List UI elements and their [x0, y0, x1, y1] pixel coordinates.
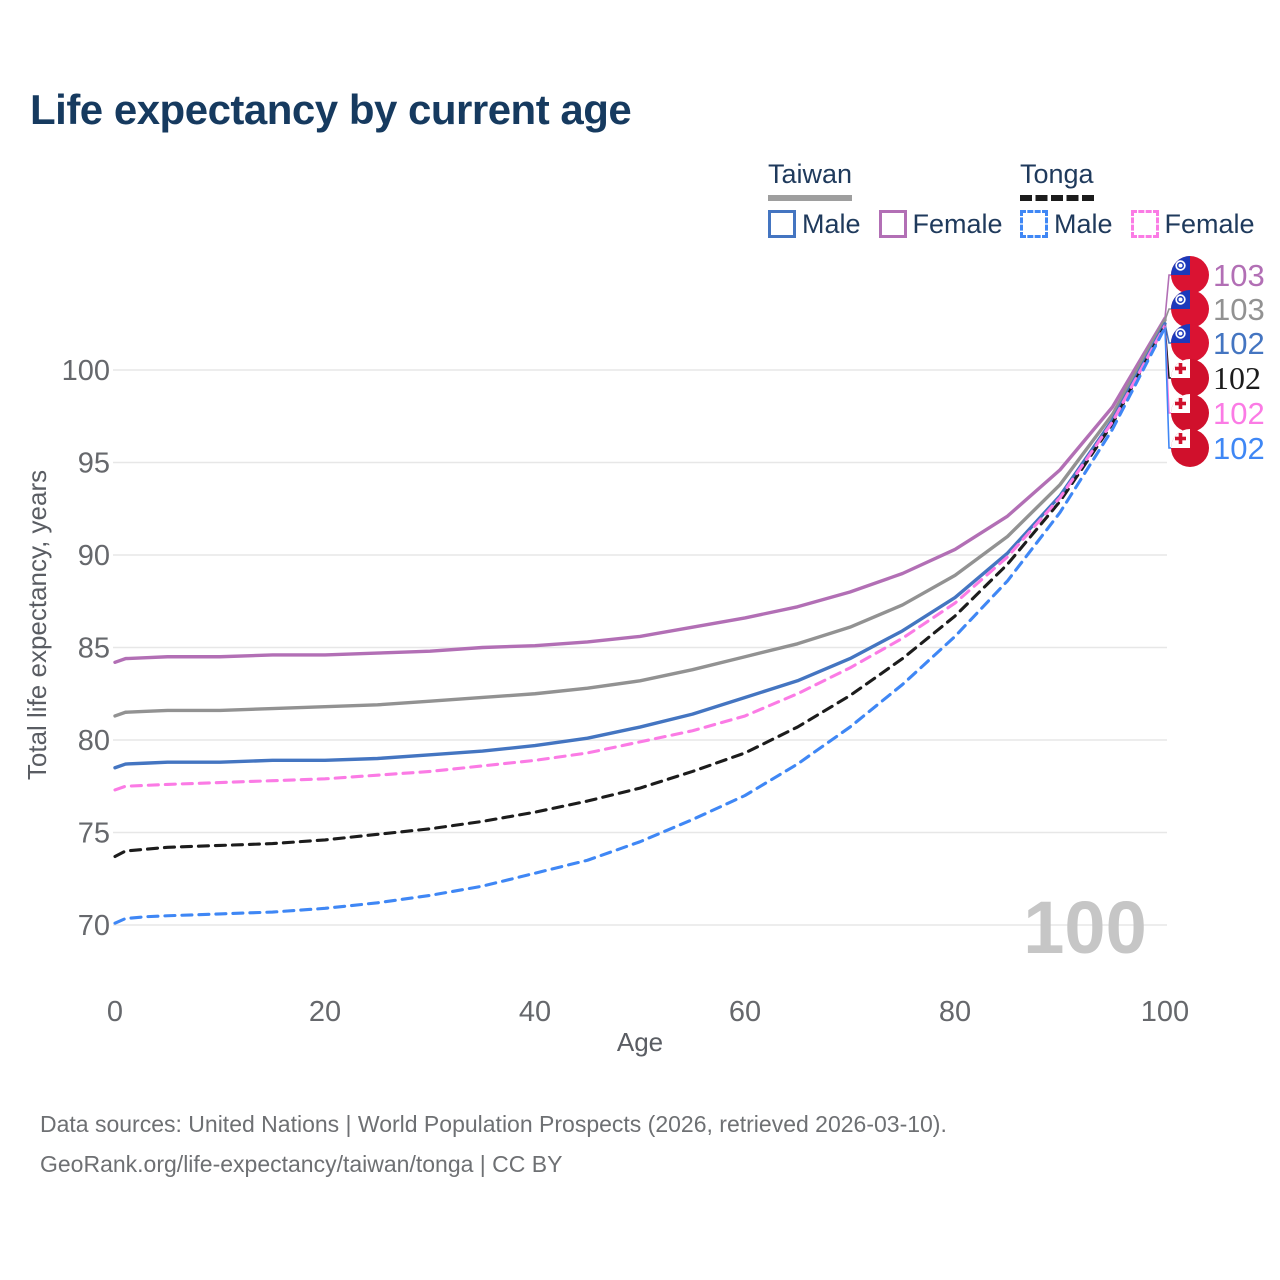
page-title: Life expectancy by current age — [30, 86, 632, 133]
x-tick-label-60: 60 — [729, 996, 761, 1028]
end-label-leader-taiwan-both-sexes — [1164, 308, 1171, 321]
legend-label-tonga-male: Male — [1054, 208, 1113, 239]
legend-label-taiwan-female: Female — [912, 208, 1003, 239]
end-label-tonga-female: 102 — [1213, 396, 1265, 431]
end-label-tonga-both-sexes: 102 — [1213, 360, 1261, 396]
legend-item-tonga-female[interactable]: Female — [1130, 208, 1255, 240]
tonga-flag-icon — [1171, 359, 1209, 397]
legend-item-taiwan-male[interactable]: Male — [768, 209, 861, 240]
y-axis-title: Total life expectancy, years — [22, 470, 52, 780]
end-label-taiwan-both-sexes: 103 — [1213, 292, 1265, 327]
series-line-tonga-female — [113, 324, 1167, 792]
taiwan-flag-icon — [1171, 256, 1209, 294]
tonga-flag-icon — [1171, 429, 1209, 467]
x-tick-label-80: 80 — [939, 996, 971, 1028]
end-label-leader-taiwan-male — [1164, 323, 1171, 344]
legend-group-tonga: Tonga Male Female — [1020, 159, 1255, 240]
taiwan-female-line-swatch — [878, 210, 907, 239]
y-tick-label-100: 100 — [62, 355, 110, 387]
footer: Data sources: United Nations | World Pop… — [40, 1104, 947, 1184]
legend-title-tonga[interactable]: Tonga — [1020, 159, 1094, 201]
series-line-taiwan-female — [113, 316, 1167, 664]
x-tick-label-100: 100 — [1141, 996, 1189, 1028]
tonga-male-line-swatch — [1020, 210, 1048, 239]
taiwan-male-line-swatch — [768, 210, 796, 239]
legend-label-tonga-female: Female — [1164, 208, 1255, 239]
end-label-tonga-male: 102 — [1213, 431, 1265, 466]
x-axis-title: Age — [617, 1027, 663, 1057]
end-label-taiwan-female: 103 — [1213, 258, 1265, 293]
legend-items-tonga: Male Female — [1020, 209, 1255, 240]
y-tick-label-95: 95 — [78, 448, 110, 480]
legend-group-taiwan: Taiwan Male Female — [768, 159, 1003, 240]
end-label-leader-tonga-male — [1164, 327, 1171, 449]
footer-data-sources: Data sources: United Nations | World Pop… — [40, 1111, 947, 1137]
y-tick-label-80: 80 — [78, 725, 110, 757]
end-label-leader-taiwan-female — [1164, 274, 1171, 319]
legend-items-taiwan: Male Female — [768, 209, 1003, 240]
end-label-taiwan-male: 102 — [1213, 326, 1265, 361]
series-line-tonga-both-sexes — [113, 324, 1167, 859]
taiwan-flag-icon — [1171, 290, 1209, 328]
x-tick-label-40: 40 — [519, 996, 551, 1028]
watermark-age-counter: 100 — [1023, 886, 1146, 969]
tonga-female-line-swatch — [1130, 210, 1159, 239]
legend-label-taiwan-male: Male — [802, 208, 861, 239]
tonga-flag-icon — [1171, 394, 1209, 432]
x-tick-label-20: 20 — [309, 996, 341, 1028]
series-line-tonga-male — [113, 325, 1167, 925]
x-tick-label-0: 0 — [107, 996, 123, 1028]
footer-attribution: GeoRank.org/life-expectancy/taiwan/tonga… — [40, 1151, 563, 1177]
legend-item-tonga-male[interactable]: Male — [1020, 209, 1113, 240]
legend-item-taiwan-female[interactable]: Female — [878, 208, 1003, 240]
taiwan-flag-icon — [1171, 324, 1209, 362]
series-line-taiwan-male — [113, 322, 1167, 770]
legend-title-taiwan[interactable]: Taiwan — [768, 159, 853, 201]
series-line-taiwan-both-sexes — [113, 318, 1167, 718]
y-tick-label-70: 70 — [78, 910, 110, 942]
y-tick-label-75: 75 — [78, 818, 110, 850]
y-tick-label-90: 90 — [78, 540, 110, 572]
y-tick-label-85: 85 — [78, 633, 110, 665]
